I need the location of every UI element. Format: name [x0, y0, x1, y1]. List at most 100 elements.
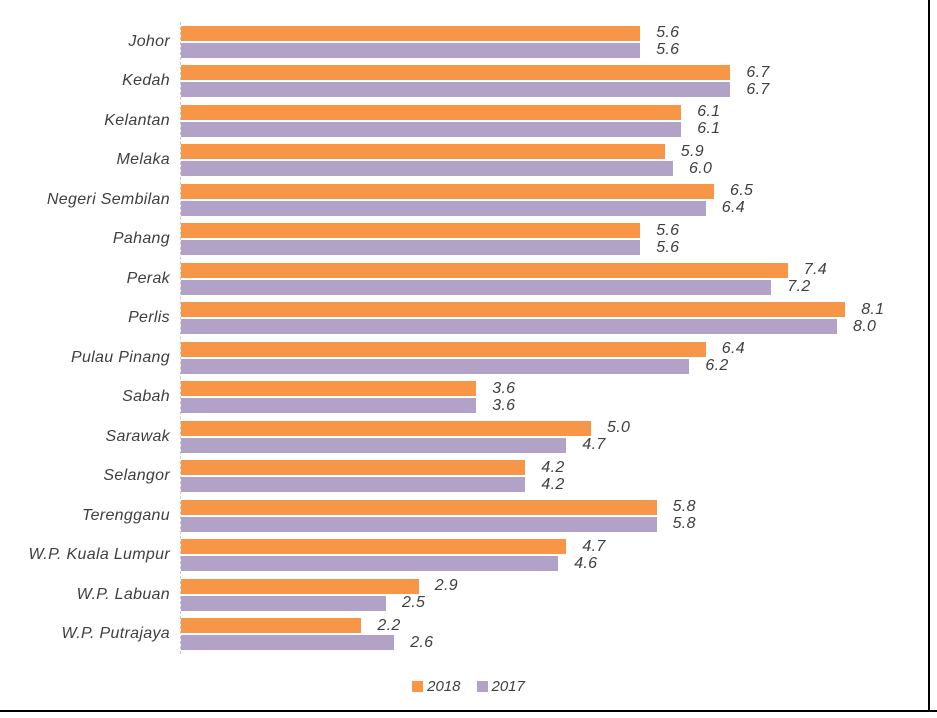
category-label: Sarawak — [105, 427, 170, 445]
bar-2017 — [181, 161, 673, 177]
bar-2017 — [181, 635, 395, 651]
bar-row-2018: 7.4 — [181, 261, 929, 279]
bar-row-2018: 5.6 — [181, 24, 929, 42]
bar-2017 — [181, 595, 386, 611]
bar-row-2017: 5.6 — [181, 41, 929, 59]
bar-2017 — [181, 82, 731, 98]
category-label: Perak — [126, 269, 170, 287]
value-label: 3.6 — [492, 379, 516, 397]
bar-group: 8.1 8.0 — [181, 299, 929, 339]
bar-2018 — [181, 578, 419, 594]
bar-row-2018: 3.6 — [181, 379, 929, 397]
bar-group: 2.9 2.5 — [181, 575, 929, 615]
bar-row-2018: 6.5 — [181, 182, 929, 200]
bar-2017 — [181, 42, 641, 58]
value-label: 6.4 — [721, 340, 745, 358]
bar-2017 — [181, 477, 526, 493]
bar-2018 — [181, 104, 682, 120]
page-border-right — [928, 0, 930, 712]
value-label: 5.6 — [656, 238, 680, 256]
bar-group: 5.6 5.6 — [181, 220, 929, 260]
value-label: 2.9 — [434, 577, 458, 595]
legend-item-2018: 2018 — [412, 678, 461, 695]
category-label: Kedah — [122, 72, 170, 90]
value-label: 4.7 — [582, 537, 606, 555]
bar-row-2017: 3.6 — [181, 397, 929, 414]
value-label: 6.4 — [721, 199, 745, 217]
bar-row-2017: 6.1 — [181, 121, 929, 137]
bar-row-2017: 2.5 — [181, 595, 929, 611]
value-label: 6.2 — [705, 357, 729, 375]
bar-row-2018: 6.1 — [181, 103, 929, 121]
value-label: 6.5 — [730, 182, 754, 200]
bar-2017 — [181, 121, 682, 137]
bar-row-2018: 4.7 — [181, 537, 929, 555]
value-label: 6.0 — [689, 159, 713, 177]
category-labels: Johor Kedah Kelantan Melaka Negeri Sembilan P… — [0, 22, 170, 654]
bar-row-2018: 6.7 — [181, 63, 929, 81]
value-label: 5.8 — [672, 498, 696, 516]
bar-group: 6.1 6.1 — [181, 101, 929, 141]
category-label: Terengganu — [81, 506, 170, 524]
legend-label-2018: 2018 — [427, 678, 461, 695]
bar-row-2018: 5.8 — [181, 498, 929, 516]
bar-2018 — [181, 499, 657, 515]
value-label: 6.7 — [746, 63, 770, 81]
bar-row-2018: 2.2 — [181, 616, 929, 634]
value-label: 7.4 — [803, 261, 827, 279]
bar-group: 6.7 6.7 — [181, 62, 929, 102]
value-label: 4.2 — [541, 475, 565, 493]
value-label: 6.1 — [697, 103, 721, 121]
value-label: 2.2 — [377, 616, 401, 634]
bar-group: 5.8 5.8 — [181, 496, 929, 536]
plot-area: 5.6 5.6 6.7 6.7 6.1 6.1 5.9 6.0 6.5 6.4 5.6 5.6 7.4 7… — [180, 22, 929, 654]
bar-2017 — [181, 319, 837, 335]
bar-2017 — [181, 279, 772, 295]
bar-group: 6.4 6.2 — [181, 338, 929, 378]
bar-2018 — [181, 618, 362, 634]
bar-2018 — [181, 381, 477, 397]
value-label: 5.6 — [656, 221, 680, 239]
category-label: Johor — [128, 32, 170, 50]
bar-row-2017: 6.0 — [181, 159, 929, 177]
bar-2018 — [181, 460, 526, 476]
category-label: Negeri Sembilan — [46, 190, 170, 208]
value-label: 2.6 — [410, 633, 434, 651]
bar-row-2017: 7.2 — [181, 279, 929, 295]
legend-swatch-2018-icon — [412, 681, 424, 692]
bar-2018 — [181, 262, 788, 278]
bar-group: 5.9 6.0 — [181, 141, 929, 181]
category-label: W.P. Putrajaya — [61, 625, 170, 643]
value-label: 8.1 — [861, 300, 885, 318]
bar-row-2018: 8.1 — [181, 300, 929, 318]
bar-2017 — [181, 398, 477, 414]
value-label: 5.6 — [656, 24, 680, 42]
bar-group: 2.2 2.6 — [181, 615, 929, 655]
bar-row-2018: 5.9 — [181, 143, 929, 160]
bar-2017 — [181, 358, 690, 374]
value-label: 4.7 — [582, 436, 606, 454]
value-label: 5.6 — [656, 41, 680, 59]
bar-row-2017: 5.6 — [181, 238, 929, 256]
bar-2018 — [181, 25, 641, 41]
legend: 2018 2017 — [0, 678, 937, 695]
value-label: 4.2 — [541, 458, 565, 476]
category-label: Melaka — [116, 151, 170, 169]
bar-2017 — [181, 437, 567, 453]
bar-row-2017: 6.7 — [181, 81, 929, 98]
bar-row-2018: 2.9 — [181, 577, 929, 595]
bar-group: 5.6 5.6 — [181, 22, 929, 62]
legend-label-2017: 2017 — [491, 678, 525, 695]
bar-2018 — [181, 223, 641, 239]
bar-group: 7.4 7.2 — [181, 259, 929, 299]
bar-group: 6.5 6.4 — [181, 180, 929, 220]
value-label: 4.6 — [574, 554, 598, 572]
legend-item-2017: 2017 — [476, 678, 525, 695]
category-label: Pulau Pinang — [70, 348, 170, 366]
bar-2017 — [181, 240, 641, 256]
bar-2017 — [181, 200, 706, 216]
bar-2018 — [181, 539, 567, 555]
category-label: Sabah — [122, 388, 170, 406]
bar-row-2017: 5.8 — [181, 516, 929, 532]
bar-row-2017: 6.4 — [181, 199, 929, 217]
